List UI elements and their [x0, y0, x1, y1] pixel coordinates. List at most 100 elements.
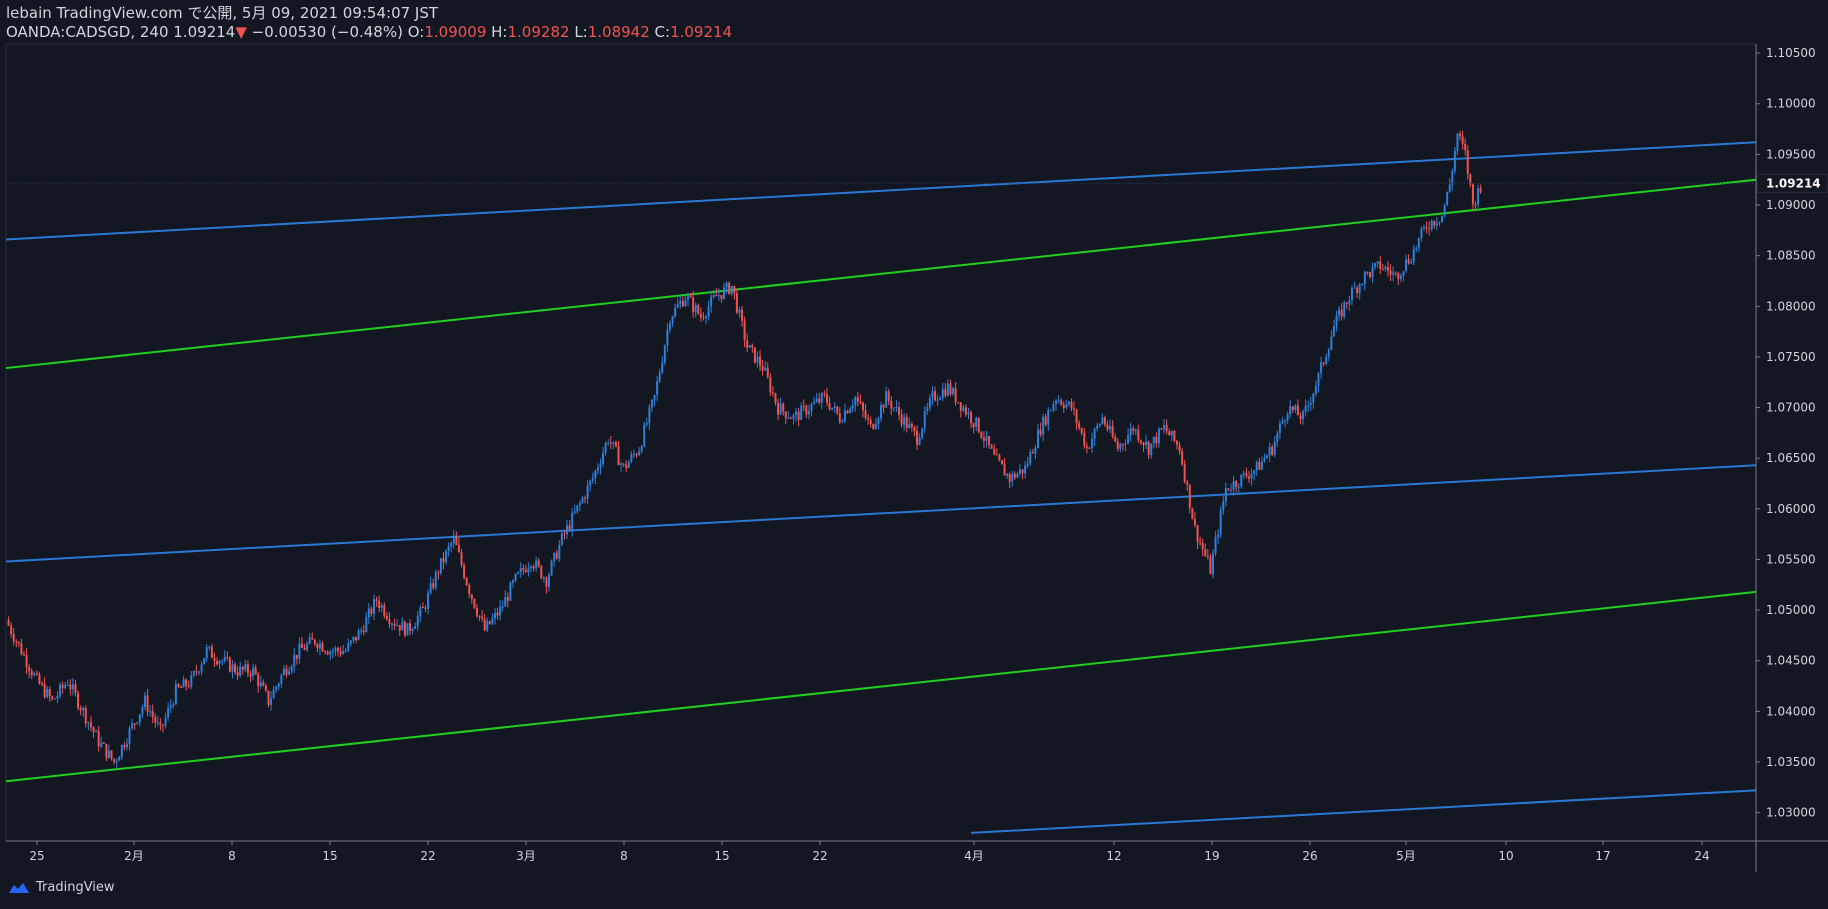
- candle-body: [120, 745, 123, 758]
- open-label: O:: [407, 23, 425, 41]
- candle-body: [1152, 436, 1155, 444]
- candle-body: [1160, 428, 1163, 430]
- candle-body: [800, 405, 803, 420]
- candle-body: [82, 708, 85, 711]
- x-tick-label: 4月: [964, 849, 984, 863]
- candle-body: [133, 723, 136, 725]
- candle-body: [571, 512, 574, 530]
- open-value: 1.09009: [424, 23, 487, 41]
- candle-body: [926, 407, 929, 411]
- candle-body: [1260, 461, 1263, 470]
- candle-body: [864, 410, 867, 419]
- candle-body: [990, 445, 993, 449]
- candle-body: [66, 684, 69, 686]
- candle-body: [1132, 428, 1135, 432]
- candle-body: [308, 637, 311, 644]
- x-tick-label: 8: [228, 849, 236, 863]
- candle-body: [161, 724, 164, 726]
- candle-body: [1150, 443, 1153, 455]
- candle-body: [416, 615, 419, 627]
- candle-body: [1338, 309, 1341, 316]
- candle-body: [200, 664, 203, 672]
- candle-body: [393, 623, 396, 626]
- candle-body: [334, 648, 337, 652]
- candle-body: [1381, 268, 1384, 270]
- candle-body: [182, 679, 185, 688]
- candle-body: [17, 641, 20, 644]
- candle-body: [290, 666, 293, 672]
- candle-body: [1448, 184, 1451, 192]
- candle-body: [455, 535, 458, 546]
- candle-body: [1248, 476, 1251, 479]
- candle-body: [1477, 188, 1480, 205]
- candle-body: [702, 317, 705, 319]
- candle-body: [1379, 261, 1382, 269]
- candle-body: [226, 656, 229, 658]
- candle-body: [684, 299, 687, 307]
- y-tick-label: 1.03000: [1766, 806, 1816, 820]
- candle-body: [1268, 446, 1271, 456]
- candle-body: [756, 356, 759, 363]
- candle-body: [1106, 424, 1109, 430]
- candle-body: [409, 623, 412, 631]
- candle-body: [769, 377, 772, 393]
- candle-body: [537, 560, 540, 566]
- candle-body: [1042, 416, 1045, 435]
- candle-body: [285, 668, 288, 675]
- channel-line-1: [5, 141, 1757, 241]
- candle-body: [71, 684, 74, 690]
- candle-body: [478, 615, 481, 617]
- candle-body: [100, 742, 103, 747]
- candle-body: [97, 731, 100, 747]
- candle-body: [1271, 446, 1274, 455]
- candle-body: [1345, 302, 1348, 304]
- candle-body: [1410, 262, 1413, 264]
- candle-body: [1073, 408, 1076, 410]
- high-label: H:: [491, 23, 508, 41]
- candle-body: [1245, 473, 1248, 477]
- candle-body: [689, 296, 692, 298]
- candle-body: [784, 411, 787, 419]
- candle-body: [725, 282, 728, 288]
- candle-body: [766, 367, 769, 378]
- candle-body: [1232, 481, 1235, 490]
- candle-body: [1242, 473, 1245, 475]
- candle-body: [77, 692, 80, 708]
- candle-body: [1214, 537, 1217, 554]
- candle-body: [79, 707, 82, 711]
- candle-body: [113, 758, 116, 763]
- candle-body: [1055, 400, 1057, 405]
- candle-body: [241, 666, 244, 670]
- candle-body: [177, 684, 180, 687]
- candle-body: [815, 398, 818, 402]
- candle-body: [1036, 429, 1039, 448]
- candle-body: [1322, 362, 1325, 364]
- candle-body: [771, 392, 774, 394]
- candle-body: [1374, 263, 1377, 267]
- candle-body: [774, 393, 777, 403]
- candle-body: [403, 621, 406, 636]
- symbol-label[interactable]: OANDA:CADSGD, 240: [6, 23, 169, 41]
- candle-body: [666, 329, 669, 346]
- candle-body: [880, 405, 882, 419]
- candle-body: [1266, 455, 1269, 459]
- candle-body: [1173, 430, 1176, 441]
- candle-body: [895, 407, 898, 409]
- candle-body: [1332, 326, 1335, 337]
- candle-body: [1456, 133, 1459, 152]
- candle-body: [509, 582, 512, 601]
- y-tick-label: 1.10500: [1766, 46, 1816, 60]
- candle-body: [563, 533, 566, 535]
- candle-body: [584, 497, 587, 499]
- candle-body: [877, 418, 880, 425]
- candle-body: [298, 643, 301, 659]
- candle-body: [1196, 525, 1199, 543]
- publish-info: lebain TradingView.com で公開, 5月 09, 2021 …: [6, 4, 439, 22]
- candle-body: [1428, 228, 1431, 230]
- candle-body: [411, 629, 414, 631]
- candle-body: [715, 295, 718, 297]
- candle-body: [630, 454, 633, 462]
- candle-body: [681, 301, 684, 307]
- candle-body: [936, 399, 939, 401]
